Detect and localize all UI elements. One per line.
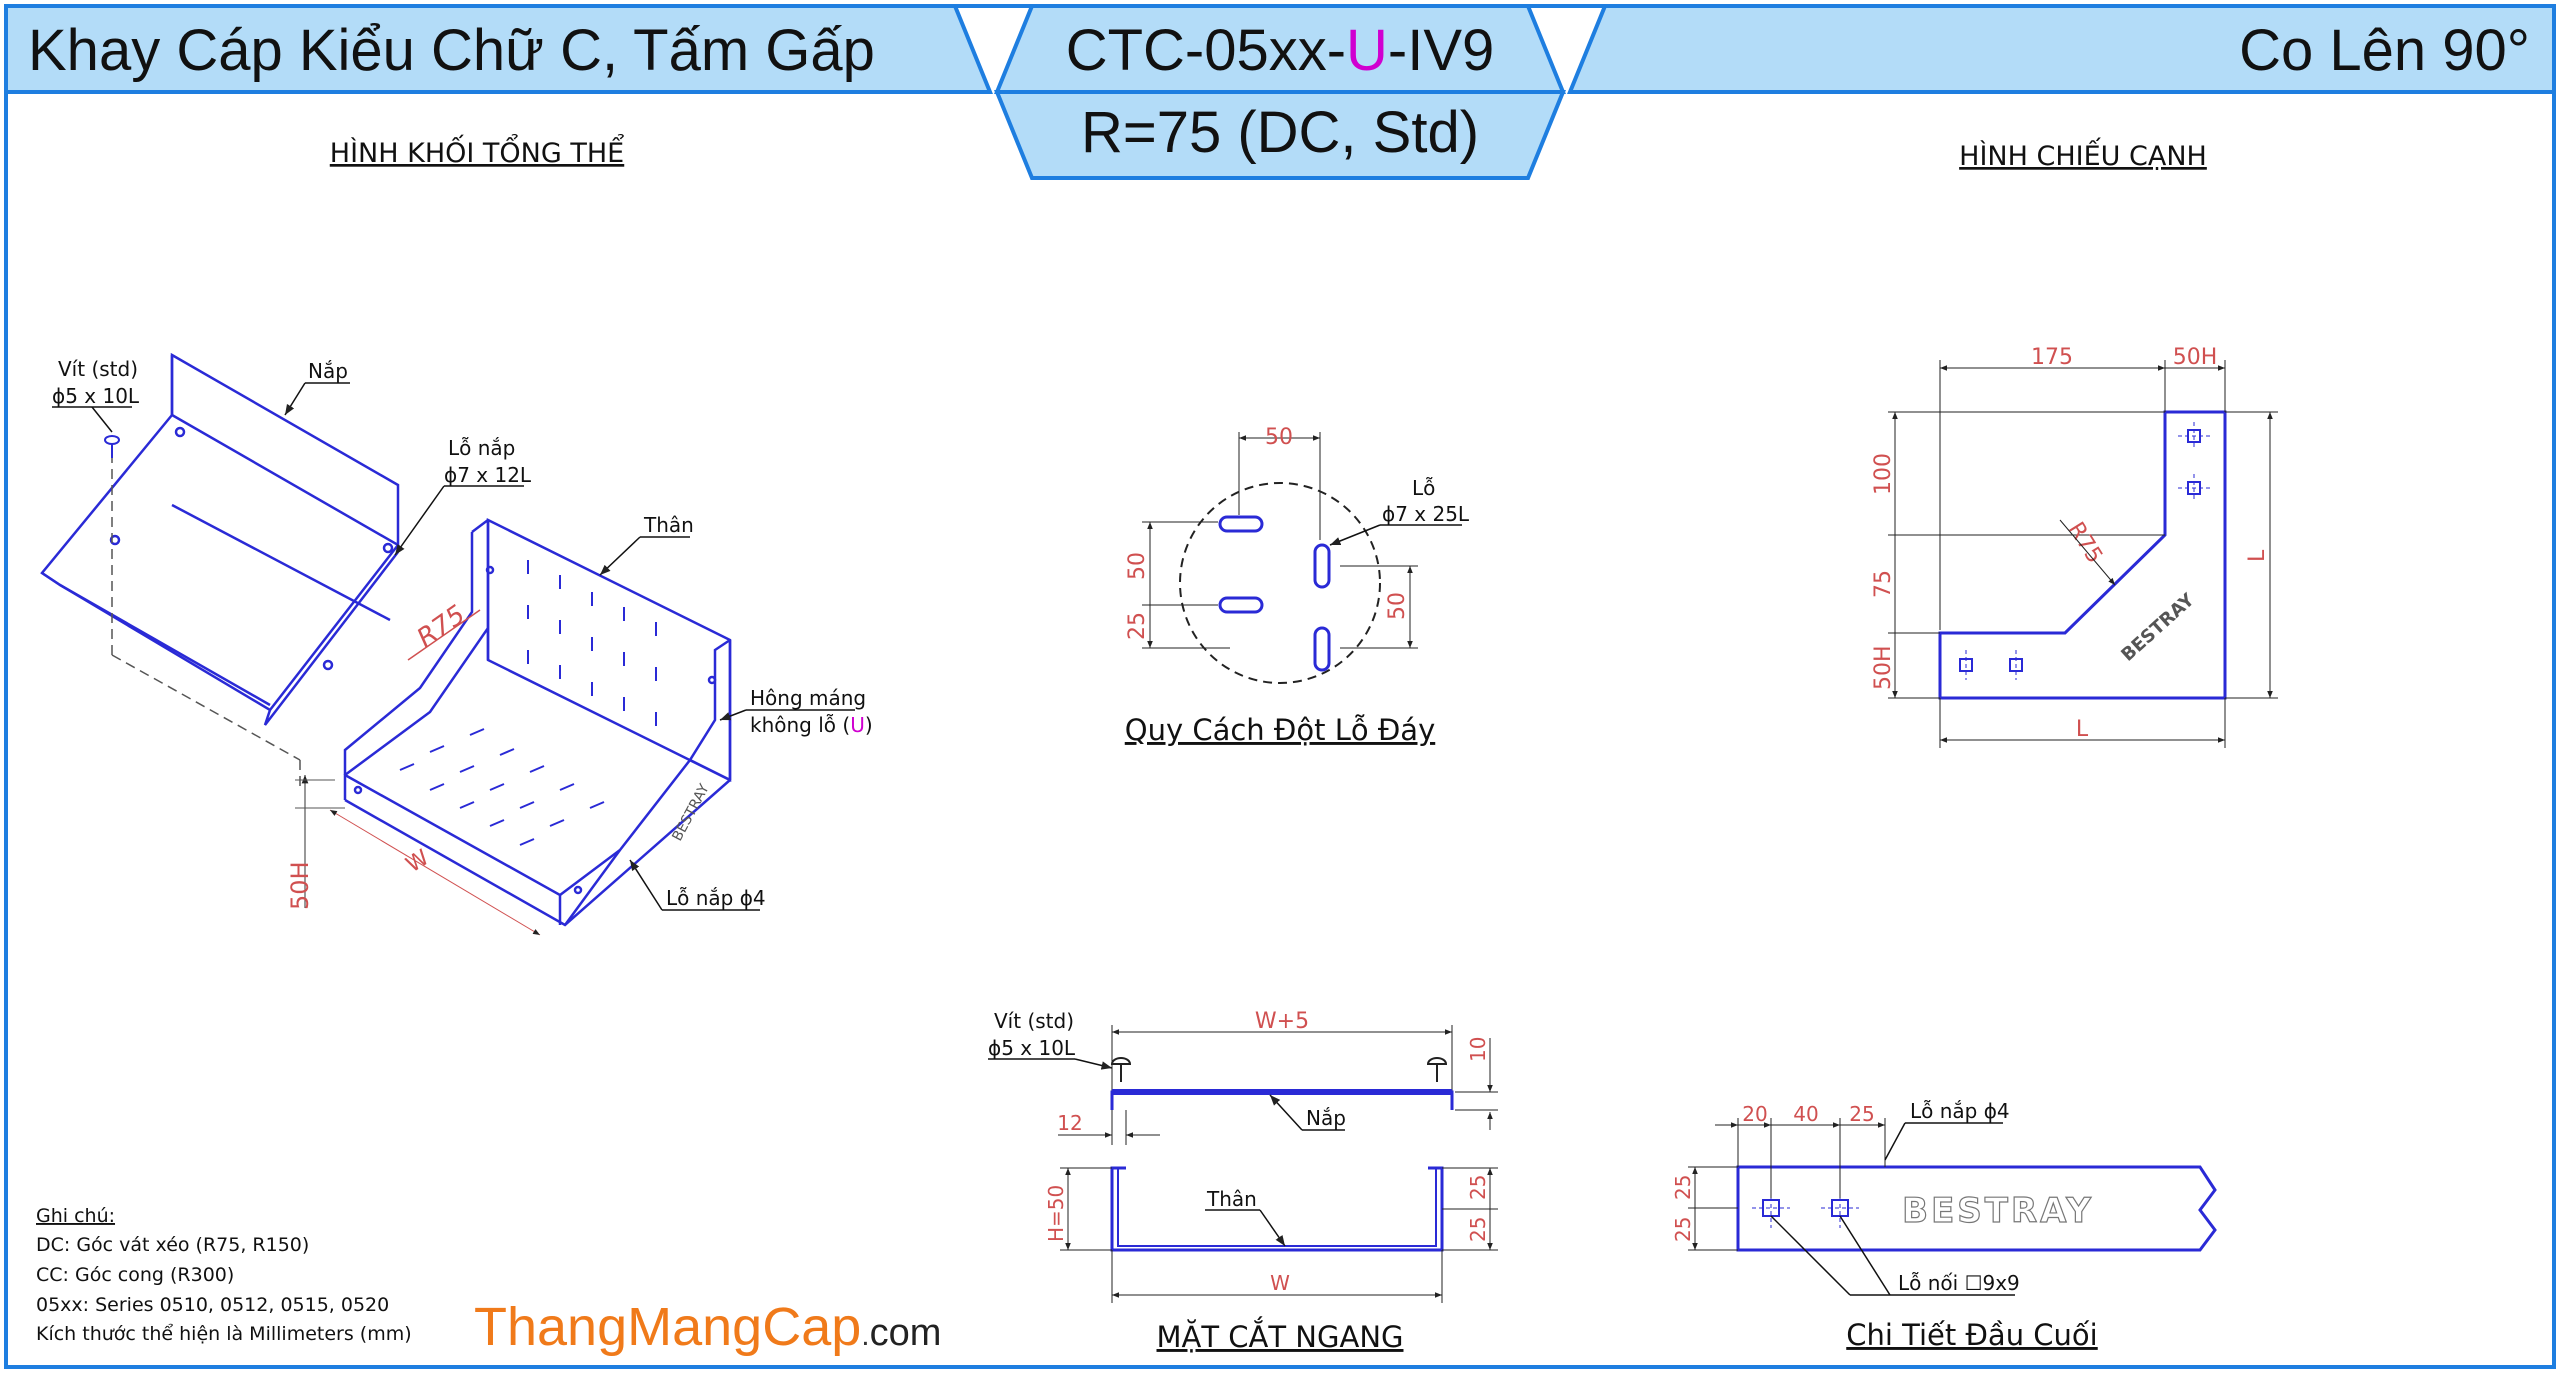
header-left-panel (4, 3, 993, 94)
side-view-dim-l-right: L (2245, 549, 2270, 562)
hole-spec-dim-50-left: 50 (1125, 552, 1150, 580)
hole-spec-title: Quy Cách Đột Lỗ Đáy (1125, 713, 1435, 747)
end-detail-plate (1736, 1165, 2217, 1252)
hole-spec-hole-label: Lỗ (1412, 476, 1435, 500)
iso-cover-hole-label: Lỗ nắp ϕ4 (666, 886, 766, 910)
brand-site-logo: ThangMangCap.com (474, 1297, 941, 1357)
iso-screw-size: ϕ5 x 10L (52, 384, 140, 408)
section-dim-12: 12 (1057, 1111, 1082, 1135)
sheet-border (4, 4, 2556, 1369)
iso-width-label: W (402, 845, 434, 878)
iso-body-label: Thân (643, 513, 694, 537)
iso-side-no-hole: không lỗ (U) (750, 713, 873, 737)
notes-block: Ghi chú: DC: Góc vát xéo (R75, R150) CC:… (36, 1205, 412, 1345)
notes-line-3: 05xx: Series 0510, 0512, 0515, 0520 (36, 1294, 389, 1316)
notes-line-2: CC: Góc cong (R300) (36, 1264, 234, 1286)
iso-body-slots (399, 560, 657, 846)
side-view-title: HÌNH CHIẾU CẠNH (1959, 137, 2207, 172)
iso-lid-label: Nắp (308, 359, 348, 383)
side-view-dim-75: 75 (1871, 570, 1896, 598)
header-center-bottom (994, 90, 1566, 180)
iso-lid-hole-size: ϕ7 x 12L (444, 463, 532, 487)
section-dim-w5: W+5 (1255, 1009, 1309, 1034)
side-view-dim-175: 175 (2031, 345, 2073, 370)
notes-line-4: Kích thước thể hiện là Millimeters (mm) (36, 1323, 412, 1345)
side-view-dim-100: 100 (1871, 453, 1896, 495)
section-body (1110, 1166, 1444, 1252)
header-code: CTC-05xx-U-IV9 (1066, 18, 1495, 83)
hole-spec-slots (1218, 515, 1331, 672)
iso-side-label: Hông máng (750, 686, 866, 710)
side-view-dim-50h-left: 50H (1871, 645, 1896, 690)
code-u-letter: U (1346, 18, 1388, 83)
section-screw-label: Vít (std) (994, 1009, 1074, 1033)
iso-height-label: 50H (286, 861, 314, 910)
iso-guides (111, 448, 301, 790)
end-detail-dim-25b: 25 (1671, 1217, 1695, 1242)
notes-line-1: DC: Góc vát xéo (R75, R150) (36, 1234, 309, 1256)
iso-screw-label: Vít (std) (58, 357, 138, 381)
iso-body (343, 517, 732, 927)
end-detail-lid-hole: Lỗ nắp ϕ4 (1910, 1099, 2010, 1123)
hole-spec-view: 50 Lỗ ϕ7 x 25L 50 25 50 Quy Cách Đột Lỗ … (1125, 425, 1470, 747)
notes-heading: Ghi chú: (36, 1205, 115, 1227)
side-view-radius: R75 (2063, 518, 2107, 568)
section-view: Vít (std) ϕ5 x 10L W+5 10 12 Nắp Thâ (988, 1009, 1498, 1354)
section-dim-w: W (1270, 1271, 1290, 1295)
section-dim-10: 10 (1466, 1037, 1490, 1062)
header-right-panel (1567, 3, 2556, 94)
iso-lid (40, 352, 400, 726)
end-detail-view: BESTRAY 20 40 25 Lỗ nắp ϕ4 25 25 Lỗ nối … (1671, 1099, 2217, 1352)
iso-radius-label: R75 (412, 600, 471, 654)
end-detail-dim-25: 25 (1849, 1102, 1874, 1126)
iso-screw-icon (104, 435, 120, 458)
iso-lid-hole-label: Lỗ nắp (448, 436, 515, 460)
end-detail-joint-hole: Lỗ nối ☐9x9 (1898, 1271, 2020, 1295)
section-lid-label: Nắp (1306, 1106, 1346, 1130)
iso-body-brand: BESTRAY (669, 781, 712, 844)
section-dim-h50: H=50 (1044, 1185, 1068, 1242)
section-body-label: Thân (1206, 1187, 1257, 1211)
hole-spec-circle (1179, 482, 1381, 684)
hole-spec-dim-25-left: 25 (1125, 612, 1150, 640)
section-screw-size: ϕ5 x 10L (988, 1036, 1076, 1060)
header-right-title: Co Lên 90° (2239, 18, 2530, 83)
section-dim-25a: 25 (1466, 1175, 1490, 1200)
side-view-brand: BESTRAY (2117, 589, 2199, 666)
section-screw-icons (1110, 1057, 1448, 1082)
side-view-profile (1938, 410, 2227, 700)
side-view-dim-50h-top: 50H (2173, 345, 2218, 370)
side-view-dim-l-bottom: L (2076, 717, 2089, 742)
hole-spec-dim-50-top: 50 (1265, 425, 1293, 450)
section-view-title: MẶT CẮT NGANG (1157, 1317, 1404, 1354)
iso-view: HÌNH KHỐI TỔNG THỂ (40, 134, 873, 936)
end-detail-dim-40: 40 (1793, 1102, 1818, 1126)
hole-spec-hole-size: ϕ7 x 25L (1382, 502, 1470, 526)
end-detail-brand: BESTRAY (1902, 1191, 2094, 1231)
iso-view-title: HÌNH KHỐI TỔNG THỂ (330, 134, 624, 169)
hole-spec-dim-50-right: 50 (1385, 592, 1410, 620)
side-view: HÌNH CHIẾU CẠNH 175 50H 100 75 (1871, 137, 2278, 748)
end-detail-dim-25a: 25 (1671, 1175, 1695, 1200)
end-detail-title: Chi Tiết Đầu Cuối (1846, 1318, 2097, 1352)
header-left-title: Khay Cáp Kiểu Chữ C, Tấm Gấp (28, 18, 875, 83)
header-radius-spec: R=75 (DC, Std) (1081, 100, 1479, 165)
end-detail-dim-20: 20 (1742, 1102, 1767, 1126)
section-dim-25b: 25 (1466, 1217, 1490, 1242)
